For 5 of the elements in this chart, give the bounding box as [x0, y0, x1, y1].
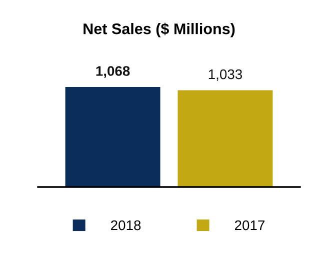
data-label: 1,068 — [96, 66, 130, 78]
chart-title: Net Sales ($ Millions) — [84, 22, 235, 38]
data-label: 1,033 — [208, 69, 242, 81]
legend-label: 2018 — [111, 220, 141, 230]
legend-label: 2017 — [234, 220, 264, 230]
